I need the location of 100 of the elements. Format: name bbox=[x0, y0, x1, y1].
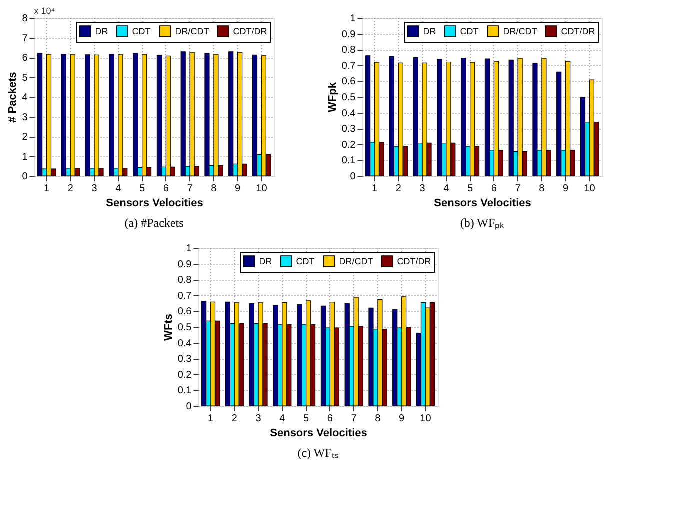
bar bbox=[297, 304, 302, 406]
x-tick-label: 8 bbox=[539, 184, 546, 194]
y-axis-title: WFpk bbox=[326, 82, 339, 112]
legend-label: DR/CDT bbox=[175, 26, 210, 36]
x-tick-label: 6 bbox=[163, 184, 170, 194]
bar bbox=[252, 54, 258, 176]
x-tick-label: 6 bbox=[327, 414, 334, 424]
legend-label: DR/CDT bbox=[339, 256, 374, 266]
bar bbox=[180, 52, 186, 176]
x-tick-label: 3 bbox=[256, 414, 262, 424]
x-tick-label: 4 bbox=[280, 414, 286, 424]
legend-label: CDT bbox=[460, 26, 480, 36]
bar bbox=[85, 54, 90, 176]
bar bbox=[461, 58, 466, 176]
bar bbox=[156, 55, 162, 176]
bar bbox=[61, 54, 66, 176]
x-tick-label: 5 bbox=[468, 184, 474, 194]
x-tick-label: 10 bbox=[420, 414, 432, 424]
x-tick-label: 1 bbox=[44, 184, 50, 194]
bar bbox=[210, 302, 216, 406]
bar bbox=[109, 54, 114, 176]
y-tick-label: 0 bbox=[186, 402, 192, 412]
y-tick-label: 0.9 bbox=[342, 29, 356, 40]
bar bbox=[225, 302, 230, 406]
text: (a) #Packets bbox=[124, 216, 184, 230]
bar bbox=[580, 97, 586, 176]
x-tick-label: 5 bbox=[140, 184, 146, 194]
bar bbox=[556, 72, 562, 176]
bar bbox=[320, 306, 326, 406]
x-tick-label: 1 bbox=[372, 184, 378, 194]
y-axis-title: WFts bbox=[162, 314, 175, 341]
y-tick-label: 0.3 bbox=[178, 354, 192, 366]
bar bbox=[392, 309, 398, 406]
x-tick-label: 2 bbox=[68, 184, 74, 194]
bar bbox=[413, 58, 418, 176]
y-tick-label: 0.7 bbox=[178, 290, 192, 302]
y-tick-label: 0.1 bbox=[342, 156, 356, 167]
y-tick-label: 1 bbox=[186, 244, 192, 254]
bar bbox=[46, 54, 52, 176]
legend-label: CDT/DR bbox=[561, 26, 596, 36]
y-tick-label: 0.7 bbox=[342, 60, 356, 72]
x-tick-label: 5 bbox=[304, 414, 310, 424]
x-tick-label: 3 bbox=[420, 184, 426, 194]
y-tick-label: 0.5 bbox=[178, 322, 192, 334]
x-tick-label: 7 bbox=[515, 184, 522, 194]
y-tick-label: 1 bbox=[350, 14, 356, 24]
x-tick-label: 2 bbox=[396, 184, 402, 194]
y-tick-label: 0.8 bbox=[178, 275, 192, 286]
x-tick-label: 10 bbox=[584, 184, 596, 194]
bar bbox=[532, 63, 538, 176]
y-tick-label: 0 bbox=[22, 172, 28, 182]
bar bbox=[204, 53, 210, 176]
legend-label: CDT bbox=[132, 26, 152, 36]
legend-label: CDT bbox=[296, 256, 316, 266]
x-tick-label: 6 bbox=[491, 184, 498, 194]
x-axis-title: Sensors Velocities bbox=[270, 428, 368, 440]
y-tick-label: 8 bbox=[22, 14, 28, 24]
x-tick-label: 9 bbox=[235, 184, 242, 194]
x-tick-label: 1 bbox=[208, 414, 214, 424]
x-tick-label: 9 bbox=[563, 184, 570, 194]
x-tick-label: 8 bbox=[375, 414, 382, 424]
y-tick-label: 0.9 bbox=[178, 259, 192, 270]
legend-label: DR/CDT bbox=[503, 26, 538, 36]
x-tick-label: 3 bbox=[92, 184, 98, 194]
text: (b) WFₚₖ bbox=[460, 216, 506, 230]
y-tick-label: 0.4 bbox=[178, 338, 192, 350]
y-tick-label: 0.4 bbox=[342, 108, 356, 120]
y-tick-label: 0.1 bbox=[178, 386, 192, 397]
x-axis-title: Sensors Velocities bbox=[434, 198, 532, 210]
bar bbox=[202, 301, 207, 406]
text: x 10⁴ bbox=[34, 6, 56, 16]
y-tick-label: 1 bbox=[22, 152, 28, 163]
legend-label: DR bbox=[95, 26, 109, 36]
x-tick-label: 9 bbox=[399, 414, 406, 424]
x-axis-title: Sensors Velocities bbox=[106, 198, 204, 210]
bar bbox=[366, 56, 371, 176]
y-tick-label: 0.2 bbox=[178, 370, 192, 381]
y-tick-label: 0.6 bbox=[178, 306, 192, 318]
y-tick-label: 4 bbox=[22, 92, 28, 104]
y-tick-label: 0.8 bbox=[342, 45, 356, 56]
y-axis-title: # Packets bbox=[7, 72, 20, 123]
y-tick-label: 2 bbox=[22, 132, 28, 143]
y-tick-label: 0.3 bbox=[342, 124, 356, 136]
y-tick-label: 0.5 bbox=[342, 92, 356, 104]
text: (c) WFₜₛ bbox=[298, 446, 339, 460]
bar bbox=[38, 53, 43, 176]
y-tick-label: 7 bbox=[22, 33, 28, 44]
legend-label: DR bbox=[259, 256, 273, 266]
y-tick-label: 0.6 bbox=[342, 76, 356, 88]
bar bbox=[508, 60, 514, 176]
bar bbox=[374, 62, 380, 176]
x-tick-label: 4 bbox=[116, 184, 122, 194]
bar bbox=[430, 302, 435, 406]
bar bbox=[389, 56, 394, 176]
x-tick-label: 4 bbox=[444, 184, 450, 194]
bar bbox=[133, 53, 138, 176]
y-tick-label: 3 bbox=[22, 112, 28, 124]
legend-label: CDT/DR bbox=[397, 256, 432, 266]
x-tick-label: 10 bbox=[256, 184, 268, 194]
x-tick-label: 8 bbox=[211, 184, 218, 194]
